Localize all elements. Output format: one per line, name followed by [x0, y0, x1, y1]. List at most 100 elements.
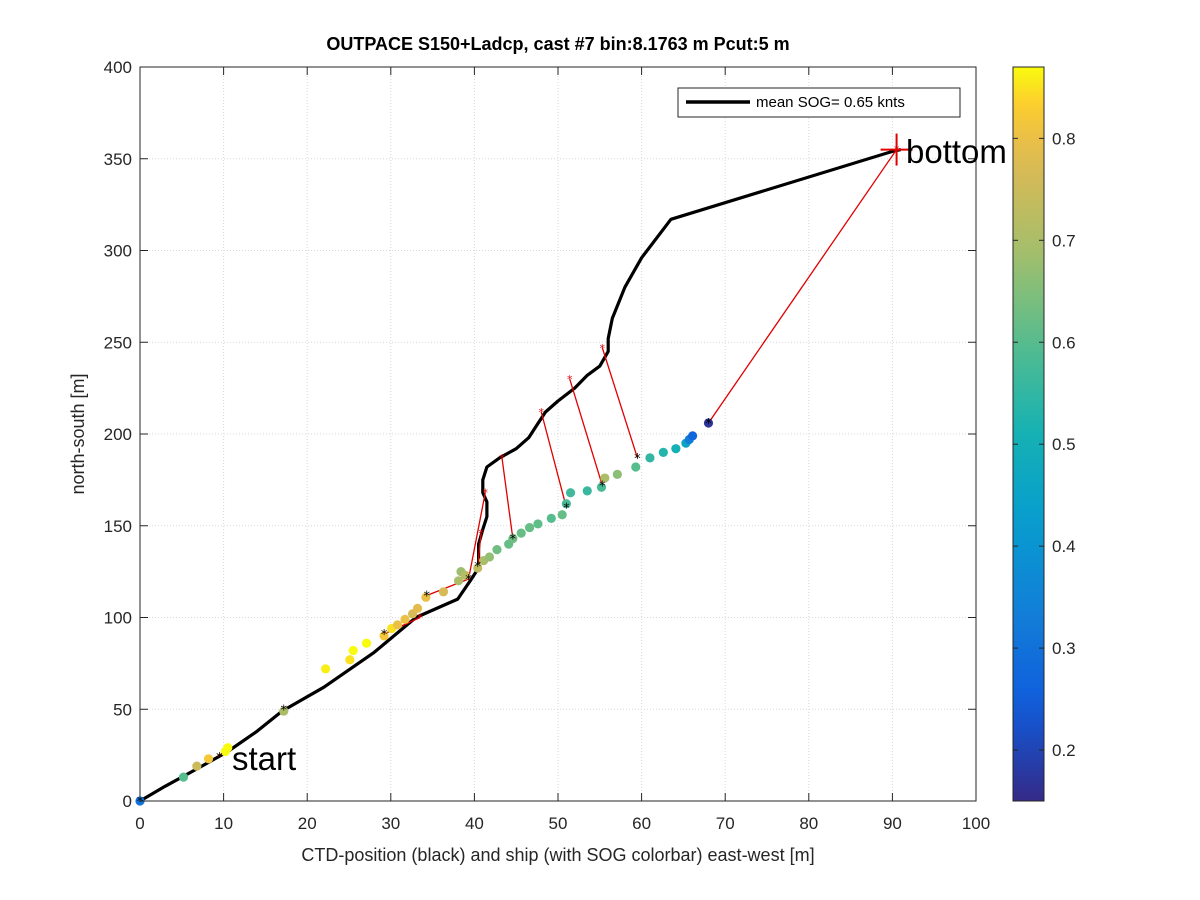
x-tick-label: 90: [883, 814, 902, 833]
ship-point: [557, 510, 567, 520]
ship-point: [361, 638, 372, 648]
colorbar-ticks: 0.2 0.3 0.4 0.5 0.6 0.7 0.8: [1013, 129, 1076, 760]
ship-point: [484, 552, 495, 562]
legend-entry: mean SOG= 0.65 knts: [756, 94, 905, 111]
ship-point: [546, 513, 556, 524]
x-tick-label: 40: [465, 814, 484, 833]
y-tick-label: 400: [104, 58, 132, 77]
ship-point: [645, 453, 655, 463]
x-axis-ticks: 0 10 20 30 40 50 60 70 80 90 100: [135, 67, 990, 833]
ship-point: [453, 576, 464, 586]
x-axis-label: CTD-position (black) and ship (with SOG …: [301, 845, 814, 865]
ship-point: [460, 570, 470, 580]
colorbar: 0.2 0.3 0.4 0.5 0.6 0.7 0.8: [1012, 66, 1076, 802]
ship-point: [192, 761, 202, 771]
ctd-ship-connector: [601, 347, 639, 459]
ship-point: [516, 528, 526, 538]
ctd-mark: *: [381, 628, 388, 643]
y-axis-ticks: 0 50 100 150 200 250 300 350 400: [104, 58, 976, 811]
x-tick-label: 70: [716, 814, 735, 833]
colorbar-tick-label: 0.2: [1052, 741, 1076, 760]
ctd-mark: *: [510, 533, 517, 548]
ctd-mark: *: [216, 751, 223, 766]
ship-point: [508, 533, 518, 544]
ctd-ship-connector: [540, 411, 567, 508]
y-tick-label: 250: [104, 333, 132, 352]
ship-point: [392, 620, 403, 630]
x-tick-label: 20: [298, 814, 317, 833]
connector-end-mark: *: [466, 573, 472, 586]
x-tick-label: 50: [549, 814, 568, 833]
grid: [140, 67, 976, 801]
colorbar-tick-label: 0.8: [1052, 129, 1076, 148]
connector-end-mark: *: [600, 342, 606, 355]
ctd-mark: *: [465, 573, 472, 588]
ctd-mark: *: [705, 417, 712, 432]
colorbar-tick-label: 0.7: [1052, 231, 1076, 250]
plot-area: *********** ************ 010203040506070…: [104, 58, 991, 833]
annotations: start bottom: [232, 133, 1007, 777]
ship-point: [438, 587, 449, 597]
ship-point: [348, 645, 358, 656]
ship-point: [203, 754, 214, 764]
ctd-mark: *: [423, 589, 430, 604]
ctd-ship-connector: [569, 378, 603, 486]
connector-layer: ***********: [217, 144, 900, 764]
ship-point: [561, 499, 571, 509]
ship-point: [279, 706, 289, 716]
y-tick-label: 350: [104, 150, 132, 169]
legend: mean SOG= 0.65 knts: [677, 87, 961, 118]
ship-point: [582, 486, 592, 496]
ctd-marks-layer: ************: [137, 417, 712, 810]
connector-end-mark: *: [539, 406, 545, 419]
connector-end-mark: *: [567, 373, 573, 386]
ctd-ship-connector: [467, 492, 486, 580]
ship-point: [492, 545, 502, 555]
y-tick-label: 150: [104, 517, 132, 536]
ship-point: [320, 664, 331, 674]
connector-end-mark: *: [217, 751, 223, 764]
ship-point: [379, 631, 389, 641]
ctd-mark: *: [281, 703, 288, 718]
x-tick-label: 0: [135, 814, 144, 833]
ship-point: [687, 431, 698, 441]
ctd-mark: *: [137, 795, 144, 810]
start-annotation: start: [232, 740, 296, 777]
connector-end-mark: *: [483, 487, 489, 500]
ctd-mark: *: [634, 452, 641, 467]
y-tick-label: 0: [123, 792, 132, 811]
ship-point: [703, 418, 714, 428]
ctd-ship-connector: [707, 149, 898, 424]
ship-point: [565, 488, 576, 498]
ctd-path-line: [139, 148, 902, 803]
ship-point: [524, 522, 535, 533]
ship-point: [533, 519, 543, 529]
x-tick-label: 60: [632, 814, 651, 833]
colorbar-gradient: [1012, 66, 1045, 802]
connector-end-mark: *: [417, 612, 423, 625]
ctd-ship-connector: [501, 457, 514, 539]
bottom-annotation: bottom: [906, 133, 1007, 170]
x-tick-label: 10: [214, 814, 233, 833]
ctd-mark: *: [599, 479, 606, 494]
ship-point: [631, 462, 641, 472]
ship-points-layer: [135, 418, 714, 806]
x-tick-label: 80: [799, 814, 818, 833]
y-tick-label: 50: [113, 700, 132, 719]
ship-point: [596, 482, 607, 492]
ctd-path-layer: [139, 148, 902, 803]
ship-point: [473, 563, 483, 573]
y-tick-label: 200: [104, 425, 132, 444]
chart-title: OUTPACE S150+Ladcp, cast #7 bin:8.1763 m…: [326, 34, 789, 54]
ship-point: [223, 743, 233, 753]
colorbar-tick-label: 0.6: [1052, 333, 1076, 352]
x-tick-label: 30: [381, 814, 400, 833]
y-axis-label: north-south [m]: [68, 373, 88, 494]
bottom-marker: [880, 133, 913, 166]
ship-point: [671, 444, 681, 454]
ship-point: [600, 473, 610, 483]
y-tick-label: 300: [104, 242, 132, 261]
colorbar-tick-label: 0.5: [1052, 435, 1076, 454]
ship-point: [412, 603, 423, 613]
